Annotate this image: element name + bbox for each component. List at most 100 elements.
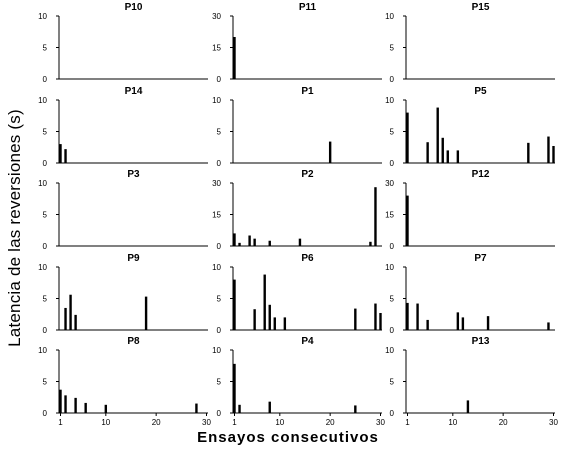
bar — [263, 274, 266, 330]
y-tick-label: 30 — [212, 12, 221, 21]
bar — [426, 319, 429, 330]
bar — [354, 405, 357, 413]
x-tick-label: 20 — [499, 418, 508, 427]
y-tick-label: 0 — [390, 409, 395, 418]
panel-title: P11 — [299, 2, 317, 13]
panel-title: P1 — [301, 86, 314, 97]
bar — [527, 142, 530, 163]
panel-p2: P2 0 15 30 — [212, 169, 382, 251]
bar — [84, 402, 87, 413]
x-tick-label: 1 — [405, 418, 410, 427]
y-tick-label: 30 — [212, 179, 221, 188]
x-tick-label: 30 — [376, 418, 385, 427]
y-tick-label: 5 — [217, 378, 222, 387]
panel-p15: P15 0 5 10 — [385, 2, 555, 84]
bar — [406, 195, 409, 246]
bar — [268, 304, 271, 330]
bar — [369, 241, 372, 246]
y-tick-label: 0 — [217, 159, 222, 168]
y-tick-label: 0 — [390, 159, 395, 168]
bar — [466, 400, 470, 413]
y-tick-label: 0 — [390, 242, 395, 251]
bar — [354, 308, 357, 330]
y-tick-label: 5 — [43, 211, 48, 220]
panel-title: P14 — [125, 86, 143, 97]
y-tick-label: 0 — [43, 409, 48, 418]
bar — [238, 242, 241, 246]
panel-p9: P9 0 5 10 — [38, 253, 208, 335]
bar — [374, 303, 377, 330]
panel-title: P6 — [301, 253, 314, 264]
y-tick-label: 0 — [390, 326, 395, 335]
y-tick-label: 0 — [217, 242, 222, 251]
bar — [441, 137, 444, 163]
y-tick-label: 0 — [217, 409, 222, 418]
x-axis-label: Ensayos consecutivos — [197, 429, 379, 446]
panel-title: P3 — [127, 169, 140, 180]
bar — [268, 240, 271, 246]
y-tick-label: 0 — [390, 75, 395, 84]
y-tick-label: 15 — [212, 211, 221, 220]
panel-p13: P13 0 5 10 1 10 20 30 — [385, 336, 558, 427]
panel-title: P5 — [474, 86, 487, 97]
panel-title: P7 — [474, 253, 487, 264]
x-tick-label: 20 — [326, 418, 335, 427]
y-tick-label: 10 — [212, 346, 221, 355]
bar — [374, 187, 377, 246]
bar — [416, 303, 419, 330]
y-tick-label: 15 — [212, 44, 221, 53]
bar — [195, 403, 198, 413]
bar — [426, 142, 429, 163]
y-tick-label: 0 — [43, 326, 48, 335]
panel-p12: P12 0 15 30 — [385, 169, 555, 251]
y-tick-label: 10 — [38, 179, 47, 188]
panel-p11: P11 0 15 30 — [212, 2, 382, 84]
x-tick-label: 30 — [549, 418, 558, 427]
y-tick-label: 5 — [217, 128, 222, 137]
y-tick-label: 10 — [385, 263, 394, 272]
y-tick-label: 15 — [385, 211, 394, 220]
bar — [74, 314, 77, 330]
panel-p5: P5 0 5 10 — [385, 86, 555, 168]
bar — [59, 389, 62, 413]
y-tick-label: 10 — [38, 263, 47, 272]
bar — [253, 309, 256, 330]
x-tick-label: 10 — [275, 418, 284, 427]
y-tick-label: 0 — [217, 326, 222, 335]
panel-p7: P7 0 5 10 — [385, 253, 555, 335]
y-tick-label: 10 — [385, 96, 394, 105]
y-axis-label: Latencia de las reversiones (s) — [5, 109, 24, 347]
panel-title: P10 — [125, 2, 143, 13]
panel-p4: P4 0 5 10 1 10 20 30 — [212, 336, 385, 427]
y-tick-label: 10 — [385, 12, 394, 21]
x-tick-label: 10 — [448, 418, 457, 427]
y-tick-label: 5 — [390, 295, 395, 304]
bar — [379, 312, 382, 330]
panel-title: P12 — [472, 169, 490, 180]
y-tick-label: 10 — [212, 96, 221, 105]
bar — [406, 302, 409, 330]
y-tick-label: 0 — [43, 242, 48, 251]
panel-title: P2 — [301, 169, 314, 180]
y-tick-label: 0 — [43, 75, 48, 84]
bar — [268, 401, 271, 413]
x-tick-label: 20 — [152, 418, 161, 427]
bar — [486, 316, 490, 330]
x-tick-label: 10 — [101, 418, 110, 427]
bar — [69, 294, 72, 330]
y-tick-label: 0 — [217, 75, 222, 84]
x-tick-label: 1 — [58, 418, 63, 427]
panel-title: P15 — [472, 2, 490, 13]
bar — [283, 317, 287, 330]
bar — [233, 37, 236, 79]
y-tick-label: 5 — [390, 378, 395, 387]
bar — [253, 238, 256, 246]
bar — [104, 404, 108, 413]
bar — [436, 107, 439, 163]
y-tick-label: 5 — [43, 44, 48, 53]
bar — [547, 136, 550, 163]
bar — [456, 150, 460, 163]
bar — [406, 112, 409, 163]
y-tick-label: 10 — [38, 346, 47, 355]
panel-p6: P6 0 5 10 — [212, 253, 382, 335]
